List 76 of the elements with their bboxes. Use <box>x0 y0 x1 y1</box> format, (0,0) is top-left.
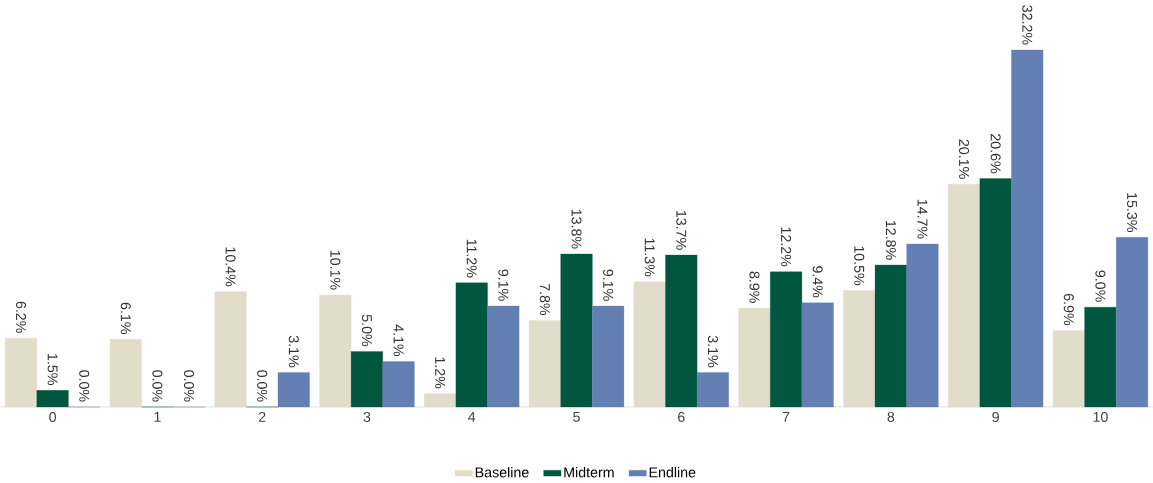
data-label: 20.6% <box>990 133 1001 173</box>
data-label: 12.2% <box>781 227 792 267</box>
bar <box>633 281 666 407</box>
bar <box>277 372 310 407</box>
data-label: 9.1% <box>498 269 509 301</box>
bar <box>906 243 939 407</box>
x-tick-label: 9 <box>992 411 999 422</box>
bar <box>948 183 980 407</box>
bar <box>843 290 876 407</box>
x-tick-label: 8 <box>887 411 895 422</box>
x-tick-label: 5 <box>573 411 580 422</box>
bar <box>979 178 1012 407</box>
bar <box>350 351 383 407</box>
data-label: 11.2% <box>466 239 477 278</box>
bar <box>874 264 907 407</box>
data-label: 9.4% <box>812 265 823 298</box>
x-tick-label: 3 <box>363 411 371 422</box>
data-label: 3.1% <box>707 335 718 367</box>
data-label: 4.1% <box>393 324 404 356</box>
bar <box>1084 306 1117 407</box>
data-label: 1.5% <box>47 353 58 385</box>
data-label: 10.1% <box>330 250 341 290</box>
bar <box>770 271 803 407</box>
bar <box>382 361 415 407</box>
bar <box>1116 236 1148 407</box>
bar <box>801 302 834 407</box>
data-label: 9.0% <box>1095 270 1106 302</box>
data-label: 0.0% <box>79 370 90 402</box>
bar <box>5 337 37 407</box>
data-label: 15.3% <box>1127 192 1138 232</box>
bar <box>36 389 69 407</box>
data-label: 6.9% <box>1063 293 1074 325</box>
x-tick-label: 7 <box>782 411 790 422</box>
bar <box>528 320 561 407</box>
data-label: 13.7% <box>676 210 687 250</box>
bar <box>738 307 771 407</box>
data-label: 13.8% <box>571 209 582 249</box>
x-tick-label: 4 <box>468 411 476 422</box>
data-label: 20.1% <box>958 139 970 179</box>
data-label: 3.1% <box>288 335 299 367</box>
bar <box>592 305 625 407</box>
bar <box>214 291 247 407</box>
data-label: 0.0% <box>152 370 163 402</box>
data-label: 11.3% <box>644 238 655 277</box>
data-label: 6.1% <box>120 302 131 334</box>
x-tick-label: 6 <box>678 411 685 422</box>
data-label: 0.0% <box>257 370 268 402</box>
bar <box>109 338 142 407</box>
bar <box>1011 49 1044 407</box>
legend-label: Midterm <box>564 466 614 478</box>
x-tick-label: 0 <box>49 411 56 422</box>
data-label: 10.5% <box>854 246 865 285</box>
data-label: 1.2% <box>435 357 446 389</box>
bar <box>696 372 729 407</box>
legend-label: Endline <box>649 466 696 478</box>
bar <box>487 305 520 407</box>
x-tick-label: 2 <box>258 411 266 422</box>
bar <box>1052 330 1085 407</box>
legend-label: Baseline <box>475 466 529 478</box>
bar <box>319 294 352 407</box>
data-label: 5.0% <box>361 314 372 346</box>
bar <box>560 253 593 407</box>
data-label: 7.8% <box>539 283 550 315</box>
data-label: 9.1% <box>603 269 614 301</box>
data-label: 10.4% <box>225 247 236 287</box>
x-tick-label: 10 <box>1093 411 1108 422</box>
data-label: 0.0% <box>183 370 195 402</box>
x-tick-label: 1 <box>154 411 161 422</box>
data-label: 6.2% <box>15 301 27 333</box>
data-label: 32.2% <box>1022 5 1033 45</box>
bar <box>455 282 488 407</box>
bar <box>665 254 698 407</box>
data-label: 8.9% <box>749 271 760 303</box>
data-label: 14.7% <box>917 199 928 239</box>
bar <box>424 393 457 407</box>
data-label: 12.8% <box>885 220 896 260</box>
